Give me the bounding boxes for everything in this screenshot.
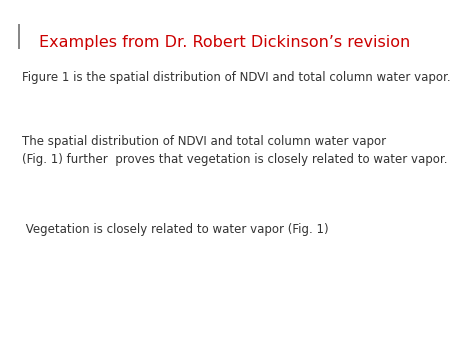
Text: Figure 1 is the spatial distribution of NDVI and total column water vapor. …: Figure 1 is the spatial distribution of … xyxy=(22,71,450,84)
Text: Examples from Dr. Robert Dickinson’s revision: Examples from Dr. Robert Dickinson’s rev… xyxy=(40,35,410,50)
Text: The spatial distribution of NDVI and total column water vapor
(Fig. 1) further  : The spatial distribution of NDVI and tot… xyxy=(22,135,448,166)
Bar xyxy=(18,24,20,49)
Text: Vegetation is closely related to water vapor (Fig. 1): Vegetation is closely related to water v… xyxy=(22,223,329,236)
